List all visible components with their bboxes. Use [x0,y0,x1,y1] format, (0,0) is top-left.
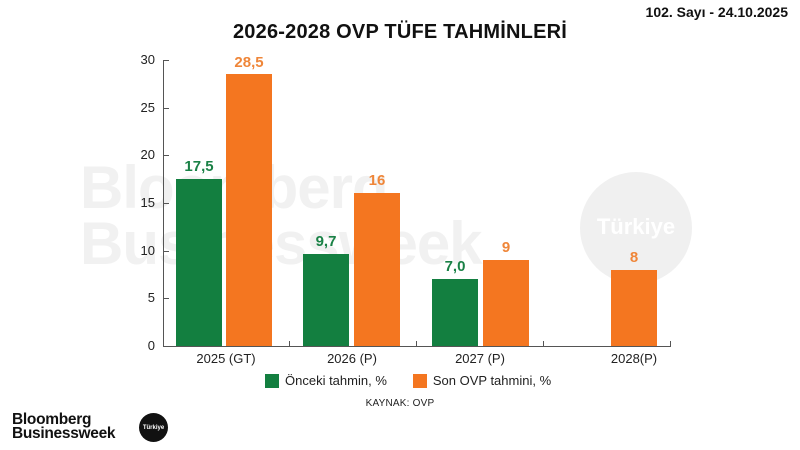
bar-latest-2027[interactable] [483,260,529,346]
bar-value-label: 7,0 [444,258,466,275]
y-tick-label: 25 [140,100,155,115]
x-tick-label: 2028(P) [610,351,658,366]
logo-line2: Businessweek [12,425,116,442]
watermark-badge: Türkiye [580,172,692,284]
bar-value-label: 9 [501,239,511,256]
y-tick [163,251,169,252]
bar-previous-2025[interactable] [176,179,222,346]
watermark-line2: Businessweek [80,210,483,277]
logo-badge-text: Türkiye [142,424,165,431]
y-tick [163,346,169,347]
y-tick-label: 0 [147,338,155,353]
y-tick [163,155,169,156]
y-tick [163,298,169,299]
y-tick-label: 5 [147,290,155,305]
bar-latest-2028[interactable] [611,270,657,346]
bar-latest-2026[interactable] [354,193,400,346]
bar-value-label: 8 [629,249,639,266]
x-tick [416,341,417,347]
x-tick-label: 2025 (GT) [196,351,256,366]
y-tick [163,203,169,204]
x-tick [289,341,290,347]
bar-value-label: 16 [368,172,386,189]
bar-previous-2026[interactable] [303,254,349,346]
x-tick [670,341,671,347]
legend-item-latest[interactable]: Son OVP tahmini, % [412,373,552,388]
x-tick-label: 2026 (P) [327,351,377,366]
chart-title: 2026-2028 OVP TÜFE TAHMİNLERİ [232,21,568,43]
bar-value-label: 9,7 [315,233,337,250]
logo-badge-icon: Türkiye [139,413,168,442]
issue-label: 102. Sayı - 24.10.2025 [645,4,788,20]
bar-previous-2027[interactable] [432,279,478,346]
bar-value-label: 17,5 [184,158,214,175]
legend-label: Son OVP tahmini, % [432,373,552,388]
source-note: KAYNAK: OVP [365,398,435,409]
x-tick [543,341,544,347]
chart-legend: Önceki tahmin, % Son OVP tahmini, % [265,373,551,388]
y-tick-label: 30 [140,52,155,67]
y-tick [163,60,169,61]
x-axis [163,346,671,347]
logo-line1: Bloomberg [12,411,92,428]
legend-item-previous[interactable]: Önceki tahmin, % [265,373,387,388]
y-tick-label: 20 [140,147,155,162]
legend-label: Önceki tahmin, % [285,373,387,388]
brand-logo: Bloomberg Businessweek [12,411,116,442]
x-tick-label: 2027 (P) [455,351,505,366]
watermark-badge-text: Türkiye [596,214,676,239]
bar-latest-2025[interactable] [226,74,272,346]
bar-value-label: 28,5 [234,54,264,71]
y-tick-label: 10 [140,243,155,258]
y-tick [163,108,169,109]
legend-swatch-green [265,373,279,388]
y-tick-label: 15 [140,195,155,210]
legend-swatch-orange [412,373,427,388]
